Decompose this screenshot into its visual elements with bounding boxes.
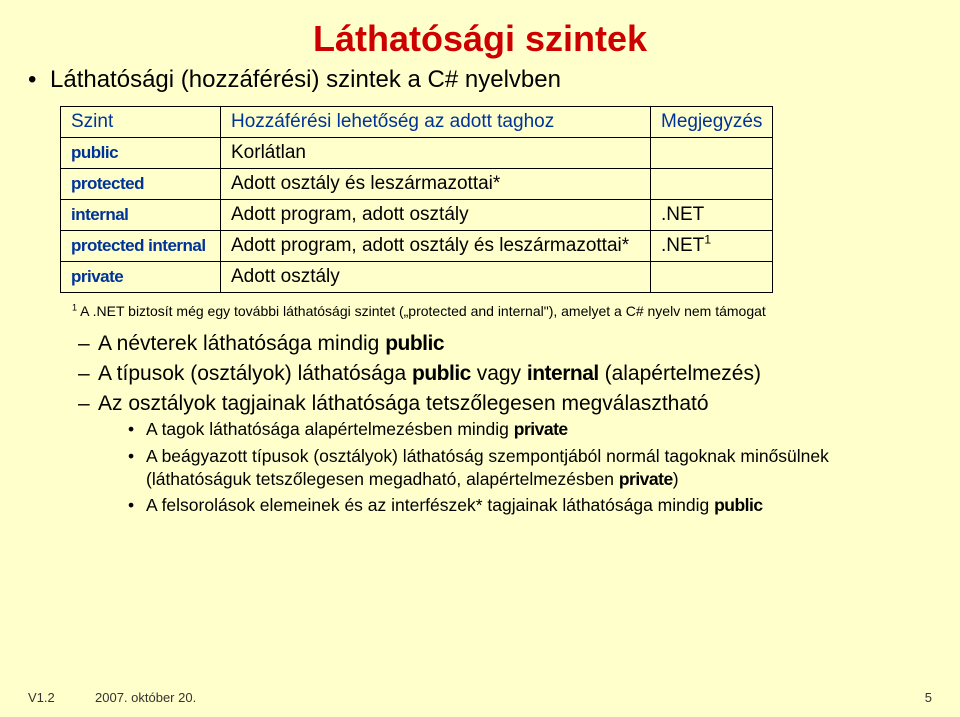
- table-cell-keyword: public: [61, 138, 221, 169]
- table-cell: Korlátlan: [221, 138, 651, 169]
- table-cell: Adott program, adott osztály: [221, 200, 651, 231]
- footer-page: 5: [925, 690, 932, 705]
- main-bullet: Láthatósági (hozzáférési) szintek a C# n…: [0, 66, 960, 102]
- table-cell-keyword: private: [61, 262, 221, 293]
- footer-version: V1.2: [28, 690, 55, 705]
- table-row: public Korlátlan: [61, 138, 773, 169]
- table-cell-keyword: protected: [61, 169, 221, 200]
- slide: Láthatósági szintek Láthatósági (hozzáfé…: [0, 0, 960, 717]
- table-row: protected Adott osztály és leszármazotta…: [61, 169, 773, 200]
- table-row: protected internal Adott program, adott …: [61, 231, 773, 262]
- table-row: internal Adott program, adott osztály .N…: [61, 200, 773, 231]
- table-header-cell: Megjegyzés: [651, 107, 773, 138]
- sub-bullet: A típusok (osztályok) láthatósága public…: [78, 359, 910, 389]
- table-cell: [651, 169, 773, 200]
- sub2-bullet: A felsorolások elemeinek és az interfész…: [128, 492, 910, 519]
- sub2-bullet: A tagok láthatósága alapértelmezésben mi…: [128, 416, 910, 443]
- sub-bullet: Az osztályok tagjainak láthatósága tetsz…: [78, 389, 910, 522]
- table-cell: Adott osztály: [221, 262, 651, 293]
- visibility-table: Szint Hozzáférési lehetőség az adott tag…: [60, 106, 773, 293]
- table-cell: .NET1: [651, 231, 773, 262]
- footer-date: 2007. október 20.: [95, 690, 196, 705]
- table-cell: [651, 138, 773, 169]
- table-cell-keyword: internal: [61, 200, 221, 231]
- table-row: private Adott osztály: [61, 262, 773, 293]
- slide-title: Láthatósági szintek: [0, 0, 960, 66]
- table-header-cell: Hozzáférési lehetőség az adott taghoz: [221, 107, 651, 138]
- sub-bullet-list: A névterek láthatósága mindig public A t…: [0, 329, 960, 522]
- table-header-row: Szint Hozzáférési lehetőség az adott tag…: [61, 107, 773, 138]
- table-header-cell: Szint: [61, 107, 221, 138]
- table-cell: .NET: [651, 200, 773, 231]
- sub-bullet: A névterek láthatósága mindig public: [78, 329, 910, 359]
- footnote: 1 A .NET biztosít még egy további láthat…: [0, 297, 960, 329]
- table-cell: Adott program, adott osztály és leszárma…: [221, 231, 651, 262]
- table-cell: Adott osztály és leszármazottai*: [221, 169, 651, 200]
- sub2-bullet-list: A tagok láthatósága alapértelmezésben mi…: [98, 416, 910, 519]
- table-cell-keyword: protected internal: [61, 231, 221, 262]
- table-cell: [651, 262, 773, 293]
- sub2-bullet: A beágyazott típusok (osztályok) látható…: [128, 443, 910, 493]
